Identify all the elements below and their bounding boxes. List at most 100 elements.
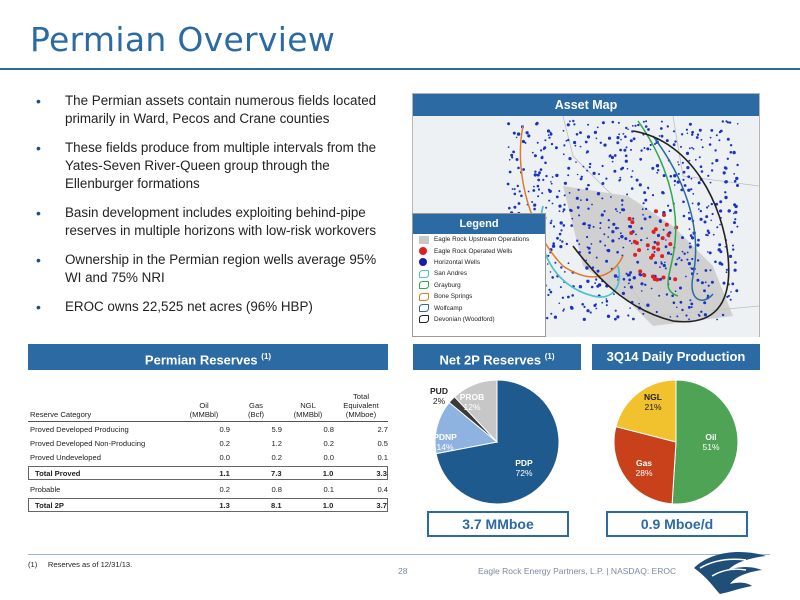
reserves-header: Permian Reserves (1) <box>28 344 388 370</box>
net2p-header: Net 2P Reserves (1) <box>413 344 581 370</box>
page-number: 28 <box>398 566 408 576</box>
table-cell-oil: 0.2 <box>219 484 230 494</box>
legend-item: Devonian (Woodford) <box>413 314 545 325</box>
pie-slice-ngl <box>615 379 677 443</box>
pie-slice-prob <box>453 379 498 444</box>
col-header-gas-line: Gas <box>249 401 263 410</box>
legend-label: Devonian (Woodford) <box>434 315 495 323</box>
pie-label: Oil <box>705 432 716 442</box>
legend-item: Bone Springs <box>413 291 545 302</box>
col-header-total: Total Equivalent (MMboe) <box>334 392 388 419</box>
table-cell-gas: 8.1 <box>271 500 282 510</box>
pie-label: PROB <box>460 392 485 402</box>
production-caption: 0.9 Mboe/d <box>606 511 748 537</box>
table-cell-oil: 0.9 <box>219 424 230 434</box>
production-header: 3Q14 Daily Production <box>592 344 760 370</box>
table-cell-total: 3.3 <box>376 468 387 478</box>
table-row: Proved Developed Non-Producing 0.2 1.2 0.2 0… <box>28 436 388 450</box>
col-header-oil: Oil (MMBbl) <box>178 401 230 419</box>
table-cell-ngl: 1.0 <box>322 500 334 510</box>
legend-swatch-icon <box>419 258 427 267</box>
table-cell-oil: 1.1 <box>219 468 230 478</box>
col-header-category: Reserve Category <box>30 410 92 419</box>
table-cell-ngl: 0.8 <box>323 424 334 434</box>
table-row: Probable 0.2 0.8 0.1 0.4 <box>28 482 388 496</box>
pie-label: Gas <box>636 458 652 468</box>
col-header-ngl-unit: (MMBbl) <box>293 410 323 419</box>
table-cell-oil: 1.3 <box>219 500 230 510</box>
net2p-caption: 3.7 MMboe <box>427 511 569 537</box>
pie-label: NGL <box>644 392 662 402</box>
legend-label: Eagle Rock Operated Wells <box>434 247 513 255</box>
legend-swatch-icon <box>419 235 429 244</box>
pie-label: PDNP <box>433 432 457 442</box>
bullet-item: These fields produce from multiple inter… <box>36 139 396 193</box>
net2p-header-label: Net 2P Reserves <box>439 352 542 368</box>
col-header-total-line: Total <box>352 392 370 401</box>
bullet-list: The Permian assets contain numerous fiel… <box>36 92 396 327</box>
col-header-total-unit: (MMboe) <box>345 410 377 419</box>
col-header-gas: Gas (Bcf) <box>230 401 282 419</box>
table-cell-name: Proved Undeveloped <box>30 452 101 462</box>
legend-item: Eagle Rock Upstream Operations <box>413 234 545 245</box>
footer-divider <box>28 554 770 555</box>
table-cell-total: 0.1 <box>377 452 388 462</box>
pie-label: PDP <box>515 458 533 468</box>
legend-item: Grayburg <box>413 280 545 291</box>
legend-swatch-icon <box>419 304 429 313</box>
pie-value-label: 72% <box>515 468 532 478</box>
asset-map-header: Asset Map <box>413 94 759 116</box>
col-header-ngl-line: NGL <box>300 401 316 410</box>
table-cell-gas: 0.2 <box>271 452 282 462</box>
table-cell-name: Probable <box>30 484 61 494</box>
table-cell-gas: 0.8 <box>271 484 282 494</box>
pie-value-label: 28% <box>635 468 652 478</box>
legend-swatch-icon <box>419 269 429 278</box>
bullet-item: The Permian assets contain numerous fiel… <box>36 92 396 128</box>
table-cell-oil: 0.0 <box>219 452 230 462</box>
table-cell-gas: 1.2 <box>271 438 282 448</box>
pie-value-label: 51% <box>702 442 719 452</box>
table-cell-name: Proved Developed Producing <box>30 424 129 434</box>
reserves-header-note: (1) <box>261 352 272 361</box>
legend-item: Wolfcamp <box>413 302 545 313</box>
company-name: Eagle Rock Energy Partners, L.P. | NASDA… <box>478 566 677 576</box>
col-header-gas-unit: (Bcf) <box>247 410 265 419</box>
table-header-row: Reserve Category Oil (MMBbl) Gas (Bcf) NGL… <box>28 382 388 422</box>
pie-value-label: 14% <box>436 442 453 452</box>
table-cell-total: 2.7 <box>377 424 388 434</box>
legend-label: Wolfcamp <box>434 304 463 312</box>
pie-slice-gas <box>613 425 677 505</box>
legend-title: Legend <box>413 214 545 234</box>
footnote: (1) Reserves as of 12/31/13. <box>28 560 133 569</box>
table-cell-total: 0.5 <box>377 438 388 448</box>
bullet-item: EROC owns 22,525 net acres (96% HBP) <box>36 298 396 316</box>
table-cell-ngl: 0.0 <box>323 452 334 462</box>
bullet-item: Basin development includes exploiting be… <box>36 204 396 240</box>
table-cell-total: 3.7 <box>376 500 387 510</box>
legend-label: San Andres <box>434 270 468 278</box>
col-header-total-line: Equivalent <box>343 401 379 410</box>
table-cell-ngl: 0.1 <box>323 484 334 494</box>
pie-value-label: 2% <box>433 396 446 406</box>
table-cell-gas: 5.9 <box>271 424 282 434</box>
pie-value-label: 12% <box>463 402 480 412</box>
table-row: Proved Undeveloped 0.0 0.2 0.0 0.1 <box>28 450 388 464</box>
eagle-logo-icon <box>694 552 766 594</box>
col-header-oil-unit: (MMBbl) <box>189 410 219 419</box>
pie-slice-pdnp <box>434 401 499 455</box>
page-title: Permian Overview <box>30 20 336 59</box>
table-row: Total 2P 1.3 8.1 1.0 3.7 <box>28 498 388 512</box>
legend-label: Eagle Rock Upstream Operations <box>434 236 530 244</box>
legend-swatch-icon <box>419 281 429 290</box>
reserves-table: Reserve Category Oil (MMBbl) Gas (Bcf) NGL… <box>28 382 388 514</box>
legend-swatch-icon <box>419 247 427 256</box>
table-cell-name: Total 2P <box>35 500 64 510</box>
legend-swatch-icon <box>419 292 429 301</box>
legend-item: Eagle Rock Operated Wells <box>413 245 545 256</box>
title-divider <box>0 68 800 70</box>
table-cell-total: 0.4 <box>377 484 388 494</box>
table-cell-name: Total Proved <box>35 468 81 478</box>
legend-label: Bone Springs <box>434 293 473 301</box>
